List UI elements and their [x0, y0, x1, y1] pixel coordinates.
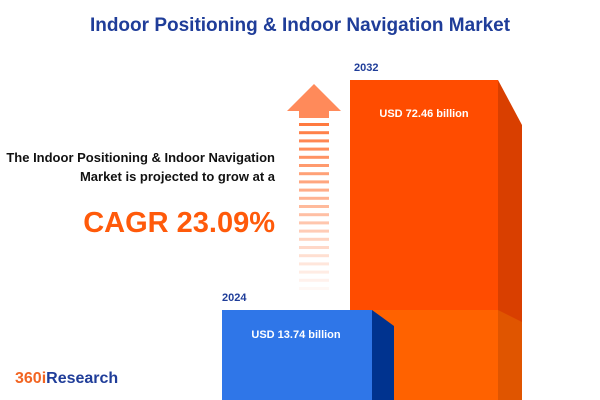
page-title: Indoor Positioning & Indoor Navigation M… — [89, 15, 511, 36]
bar-2024-side — [372, 310, 394, 400]
arrow-stripe — [299, 246, 329, 249]
arrow-stripe — [299, 213, 329, 217]
up-arrow-icon — [287, 84, 341, 290]
year-label-2024: 2024 — [222, 292, 247, 304]
value-label-2024: USD 13.74 billion — [251, 329, 341, 341]
arrow-stripe — [299, 278, 329, 282]
arrow-stripe — [299, 237, 329, 241]
arrow-stripe — [299, 229, 329, 233]
bar-2032-lower-side — [498, 310, 522, 400]
arrow-stripe — [299, 147, 329, 151]
logo: 360iResearch — [15, 369, 118, 389]
arrow-stripe — [299, 262, 329, 266]
cagr-description: The Indoor Positioning & Indoor Navigati… — [6, 150, 275, 184]
bar-2024 — [222, 310, 372, 400]
arrow-stripe — [299, 205, 329, 208]
logo-part2: Research — [46, 370, 119, 387]
arrow-stripe — [299, 155, 329, 159]
arrow-stripe — [299, 254, 329, 258]
arrow-stripe — [299, 172, 329, 176]
logo-part1: 360i — [15, 370, 47, 387]
arrow-stripe — [299, 164, 329, 167]
arrow-stripe — [299, 196, 329, 200]
arrow-stripe — [299, 139, 329, 143]
arrow-stripe — [299, 180, 329, 184]
arrow-stripe — [299, 287, 329, 290]
arrow-stripe — [299, 270, 329, 274]
arrow-stripe — [299, 221, 329, 225]
arrow-stripe — [299, 123, 329, 126]
arrow-stripe — [299, 188, 329, 192]
year-label-2032: 2032 — [354, 62, 378, 74]
cagr-value: CAGR 23.09% — [83, 207, 275, 239]
arrow-stripe — [299, 131, 329, 135]
value-label-2032: USD 72.46 billion — [379, 108, 469, 120]
